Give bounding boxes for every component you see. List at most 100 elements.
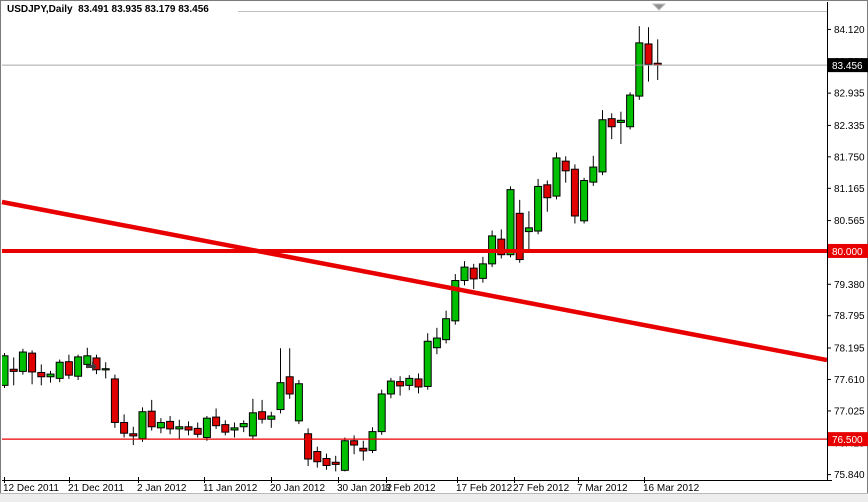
window-bottom-strip: [0, 493, 868, 502]
candle-body-down: [497, 238, 506, 256]
candle-body-up: [46, 373, 55, 378]
candlestick: [46, 370, 55, 383]
candlestick: [28, 350, 37, 385]
candlestick: [570, 164, 579, 224]
candlestick: [414, 373, 423, 394]
candle-body-down: [221, 424, 230, 433]
candlestick: [396, 376, 405, 396]
candlestick: [469, 263, 478, 290]
candlestick: [368, 427, 377, 454]
price-tick-label: 81.750: [834, 152, 865, 163]
level-price-box-label: 76.500: [832, 435, 863, 446]
candle-body-down: [147, 410, 156, 428]
candlestick: [285, 348, 294, 399]
candle-body-down: [28, 352, 37, 373]
candle-body-up: [635, 42, 644, 97]
candle-body-down: [285, 376, 294, 395]
candlestick: [331, 455, 340, 472]
candle-body-down: [644, 43, 653, 65]
candle-body-up: [478, 263, 487, 279]
candlestick: [442, 310, 451, 344]
candlestick: [386, 377, 395, 399]
candlestick: [129, 426, 138, 446]
candlestick: [626, 92, 635, 130]
time-tick-label: 27 Feb 2012: [513, 483, 570, 494]
candle-body-down: [359, 447, 368, 452]
price-tick-label: 78.195: [834, 343, 865, 354]
candle-body-up: [598, 119, 607, 173]
candlestick: [313, 446, 322, 468]
candle-body-down: [570, 168, 579, 217]
candle-body-up: [442, 318, 451, 341]
candlestick: [239, 420, 248, 433]
candlestick: [120, 414, 129, 438]
candle-body-down: [469, 267, 478, 280]
candlestick: [304, 428, 313, 467]
candle-body-down: [110, 378, 119, 423]
candlestick: [294, 379, 303, 425]
candle-body-up: [616, 119, 625, 123]
level-price-box: [828, 432, 868, 447]
candlestick: [101, 362, 110, 379]
candlestick: [193, 422, 202, 438]
candlestick: [138, 407, 147, 442]
candle-body-up: [230, 427, 239, 431]
candlestick: [451, 274, 460, 325]
level-price-box: [828, 243, 868, 258]
candlestick: [653, 39, 662, 81]
candlestick: [340, 437, 349, 472]
candle-body-up: [202, 417, 211, 439]
candlestick: [74, 354, 83, 380]
time-tick-label: 7 Mar 2012: [577, 483, 628, 494]
candlestick: [55, 359, 64, 383]
candle-body-up: [368, 431, 377, 451]
candle-body-up: [405, 377, 414, 386]
candlestick: [64, 354, 73, 379]
price-tick-label: 79.380: [834, 280, 865, 291]
price-tick-label: 75.840: [834, 470, 865, 481]
trendline-resistance[interactable]: [1, 199, 828, 363]
candle-body-down: [166, 420, 175, 430]
time-tick-label: 21 Dec 2011: [68, 483, 124, 494]
candlestick: [635, 26, 644, 100]
candle-body-up: [432, 337, 441, 349]
arrow-right-icon[interactable]: [86, 362, 97, 372]
candlestick: [166, 416, 175, 435]
candle-body-down: [184, 426, 193, 431]
time-tick-label: 17 Feb 2012: [456, 483, 513, 494]
candlestick: [175, 419, 184, 439]
price-tick-label: 78.795: [834, 311, 865, 322]
candle-body-up: [451, 280, 460, 322]
candle-body-up: [18, 351, 27, 372]
candle-body-up: [506, 189, 515, 256]
time-tick-label: 2 Jan 2012: [137, 483, 187, 494]
candlestick: [534, 178, 543, 235]
candle-body-down: [313, 451, 322, 463]
candlestick: [2, 353, 9, 389]
candlestick: [478, 256, 487, 283]
chart-shift-marker-icon[interactable]: [651, 3, 667, 11]
candlestick: [506, 186, 515, 258]
candle-body-up: [294, 383, 303, 422]
candlestick: [156, 418, 165, 434]
candle-body-up: [267, 415, 276, 420]
candle-body-up: [377, 393, 386, 433]
candlestick: [589, 155, 598, 186]
candlestick: [616, 111, 625, 144]
candle-body-down: [414, 378, 423, 388]
candle-body-down: [120, 421, 129, 434]
candle-body-down: [9, 368, 18, 372]
candlestick: [202, 416, 211, 441]
candle-body-up: [534, 185, 543, 232]
candlestick: [543, 180, 552, 212]
candlestick: [524, 211, 533, 250]
candlestick: [212, 408, 221, 429]
candle-body-up: [340, 440, 349, 471]
candlestick: [258, 399, 267, 424]
current-price-box: [828, 58, 868, 73]
candle-body-up: [386, 380, 395, 395]
candle-body-up: [460, 266, 469, 282]
candles-layer: [2, 26, 662, 472]
